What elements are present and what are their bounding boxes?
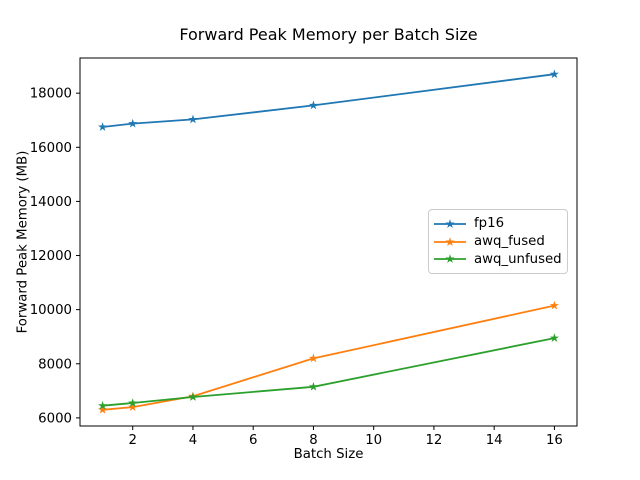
data-point-fp16 [128,118,138,128]
data-point-awq_fused [128,402,138,411]
y-tick-label: 12000 [30,249,72,264]
chart-title: Forward Peak Memory per Batch Size [179,25,478,44]
x-tick-label: 2 [128,433,136,448]
y-tick-label: 10000 [30,303,72,318]
y-tick-label: 6000 [38,411,72,426]
y-tick-label: 16000 [30,141,72,156]
x-tick-label: 14 [486,433,503,448]
x-tick-label: 6 [249,433,257,448]
data-point-fp16 [98,122,108,131]
legend-item-awq-fused: awq_fused [433,233,559,251]
legend-line-sample-awq-fused [434,236,466,246]
legend-sample-marker [445,254,455,264]
x-tick-label: 10 [365,433,382,448]
y-tick-label: 14000 [30,195,72,210]
series-line-awq_fused [101,304,556,411]
data-point-awq_unfused [128,398,138,407]
data-point-awq_unfused [308,381,318,391]
legend-sample-marker [445,236,455,246]
data-point-fp16 [188,114,198,124]
axes-frame [79,57,578,427]
data-point-fp16 [549,69,559,79]
data-point-awq_unfused [98,400,108,410]
data-point-fp16 [308,100,318,110]
x-axis-label: Batch Size [293,447,364,462]
legend-sample-marker [445,219,455,228]
legend-item-fp16: fp16 [433,215,559,233]
data-point-awq_unfused [549,333,559,342]
series-line-awq_unfused [101,337,556,407]
data-point-awq_fused [549,300,559,310]
legend-item-awq-unfused: awq_unfused [433,250,562,268]
x-tick-label: 16 [546,433,563,448]
data-point-awq_unfused [188,392,198,401]
legend-label-fp16: fp16 [474,216,505,232]
legend-label-awq-fused: awq_fused [474,234,545,249]
series-line-fp16 [101,73,556,128]
legend-line-sample-fp16 [434,219,466,228]
legend-label-awq-unfused: awq_unfused [474,251,562,267]
y-tick-label: 8000 [38,357,72,372]
legend-line-sample-awq-unfused [434,254,466,264]
x-tick-label: 8 [309,433,317,448]
x-tick-label: 12 [425,433,442,448]
legend: fp16 awq_fused awq_unfused [428,209,568,274]
y-tick-label: 18000 [30,87,72,102]
data-point-awq_fused [308,353,318,363]
x-tick-label: 4 [189,433,197,448]
data-point-awq_fused [98,404,108,414]
